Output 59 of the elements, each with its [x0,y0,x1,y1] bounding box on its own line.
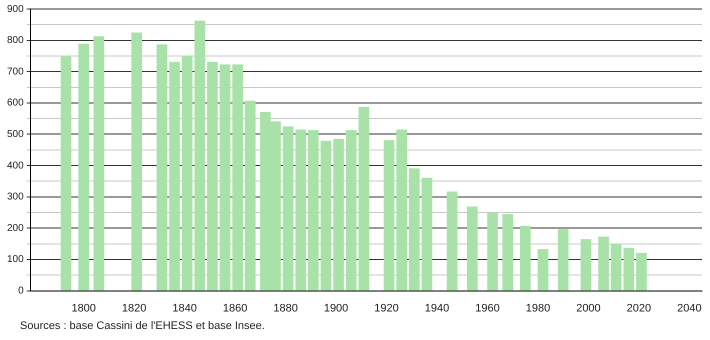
y-tick-label: 200 [6,222,24,234]
x-tick-label: 1940 [424,302,450,314]
bar [408,168,420,291]
bar [78,44,90,291]
bar [320,140,332,291]
bar [131,32,142,291]
bar [207,62,218,291]
bar [623,248,634,291]
bar [487,212,498,291]
x-tick-label: 2000 [576,302,601,314]
bar [502,214,513,291]
bar [467,206,478,291]
bar [282,126,294,291]
bar [156,44,168,291]
bar [60,56,72,291]
x-tick-label: 1880 [273,302,298,314]
x-tick-label: 2020 [626,302,652,314]
bar [558,229,569,291]
bar [169,62,180,291]
x-tick-label: 1960 [475,302,500,314]
bar [295,130,306,291]
x-tick-label: 1820 [122,302,146,314]
x-tick-label: 1980 [526,302,550,314]
bar [636,252,647,291]
x-tick-label: 1900 [324,302,348,314]
bar [538,249,548,291]
bar [396,130,408,291]
bar [182,56,192,291]
bar [308,130,319,291]
bar [346,130,357,291]
y-tick-label: 900 [6,4,24,15]
bar [333,138,344,291]
x-tick-label: 1860 [222,302,248,314]
bar [422,178,432,291]
bar [520,226,531,291]
bar [232,64,243,291]
x-tick-label: 1800 [71,302,96,314]
y-tick-label: 400 [6,160,24,172]
y-tick-label: 300 [6,192,24,203]
bar [384,140,394,291]
bar [580,239,592,291]
y-tick-label: 800 [6,35,24,46]
x-tick-label: 1920 [374,302,399,314]
bar [194,20,206,291]
bar [610,244,622,291]
y-tick-label: 0 [18,286,24,297]
x-tick-label: 2040 [677,302,702,314]
bar [244,100,256,291]
bar [220,64,230,291]
y-tick-label: 500 [6,128,24,140]
bar [358,106,370,291]
source-note: Sources : base Cassini de l'EHESS et base Insee. [20,320,265,332]
bar [446,192,458,291]
y-tick-label: 100 [6,254,24,266]
y-tick-label: 600 [6,98,24,109]
y-tick-label: 700 [6,66,24,78]
bar [598,236,609,291]
bar [93,36,104,291]
x-tick-label: 1840 [172,302,197,314]
